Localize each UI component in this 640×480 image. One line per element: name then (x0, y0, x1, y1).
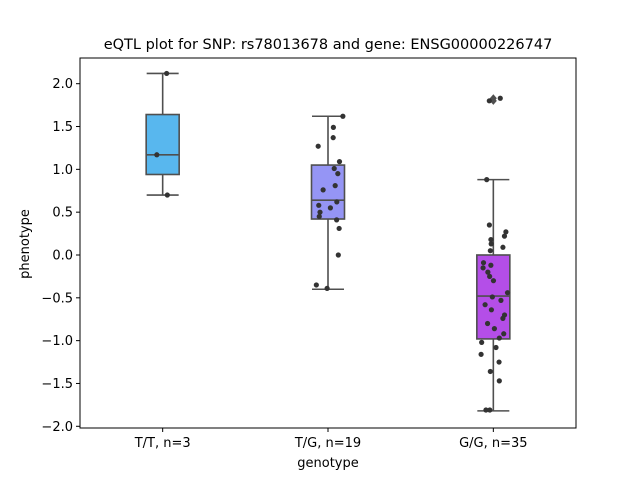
plot-area: 2.0 1.5 1.0 0.5 0.0 −0.5 −1.0 −1.5 −2.0 T/T, n=3 T… (41, 57, 577, 451)
data-point (488, 262, 494, 268)
data-point (496, 378, 502, 384)
x-tick-label: G/G, n=35 (459, 436, 527, 451)
data-point (164, 70, 170, 77)
data-point (479, 339, 485, 345)
data-point (164, 192, 170, 198)
data-point (497, 95, 503, 101)
data-point (496, 335, 502, 341)
data-point (335, 252, 341, 258)
data-point (484, 320, 491, 327)
y-tick-label: −0.5 (41, 291, 73, 306)
y-tick-label: 1.0 (52, 163, 73, 178)
y-tick-label: 0.0 (52, 248, 73, 263)
data-point (488, 236, 494, 243)
data-point (504, 290, 511, 296)
data-point (486, 222, 492, 228)
data-point (332, 183, 338, 189)
y-tick-label: 1.5 (52, 120, 73, 135)
data-point (154, 152, 160, 158)
data-point (335, 171, 341, 177)
data-point (334, 199, 340, 205)
data-point (317, 209, 323, 215)
data-point (498, 297, 504, 303)
data-point (493, 344, 499, 351)
data-point (331, 165, 337, 172)
data-point (330, 135, 336, 141)
data-point (324, 285, 330, 291)
data-point (503, 229, 509, 235)
data-point (487, 407, 493, 413)
outlier-marker (489, 96, 497, 105)
data-point (478, 351, 484, 357)
box-iqr (145, 113, 180, 176)
data-point (483, 407, 489, 413)
data-point (486, 98, 492, 104)
data-point (500, 244, 506, 250)
data-point (315, 143, 321, 149)
data-point (501, 331, 507, 337)
data-point (489, 294, 495, 300)
data-point (487, 273, 493, 280)
x-tick-label: T/G, n=19 (294, 436, 361, 451)
data-point (336, 225, 342, 232)
data-point (496, 359, 502, 365)
y-tick-label: −2.0 (41, 420, 73, 435)
data-point (340, 113, 346, 119)
data-point (334, 217, 340, 223)
data-point (488, 307, 495, 313)
data-point (330, 124, 336, 130)
x-tick-label: T/T, n=3 (134, 436, 191, 451)
x-axis-label: genotype (297, 456, 358, 471)
data-point (327, 205, 333, 211)
y-tick-label: 2.0 (52, 77, 73, 92)
data-point (488, 241, 494, 247)
y-tick-label: 0.5 (52, 206, 73, 221)
data-point (313, 282, 319, 288)
data-point (336, 159, 343, 165)
data-point (484, 177, 490, 183)
data-point (480, 260, 487, 266)
data-point (487, 368, 493, 375)
data-point (490, 278, 497, 284)
data-point (480, 265, 486, 271)
data-point (482, 302, 488, 308)
chart-title: eQTL plot for SNP: rs78013678 and gene: … (104, 37, 553, 53)
data-point (501, 233, 508, 239)
data-point (320, 187, 326, 193)
data-point (316, 202, 322, 208)
data-point (487, 248, 493, 254)
data-point (485, 269, 491, 275)
data-point (500, 315, 506, 321)
y-tick-label: −1.0 (41, 334, 73, 349)
y-axis-label: phenotype (18, 209, 33, 279)
data-point (316, 213, 322, 220)
data-point (491, 326, 498, 332)
y-tick-label: −1.5 (41, 377, 73, 392)
